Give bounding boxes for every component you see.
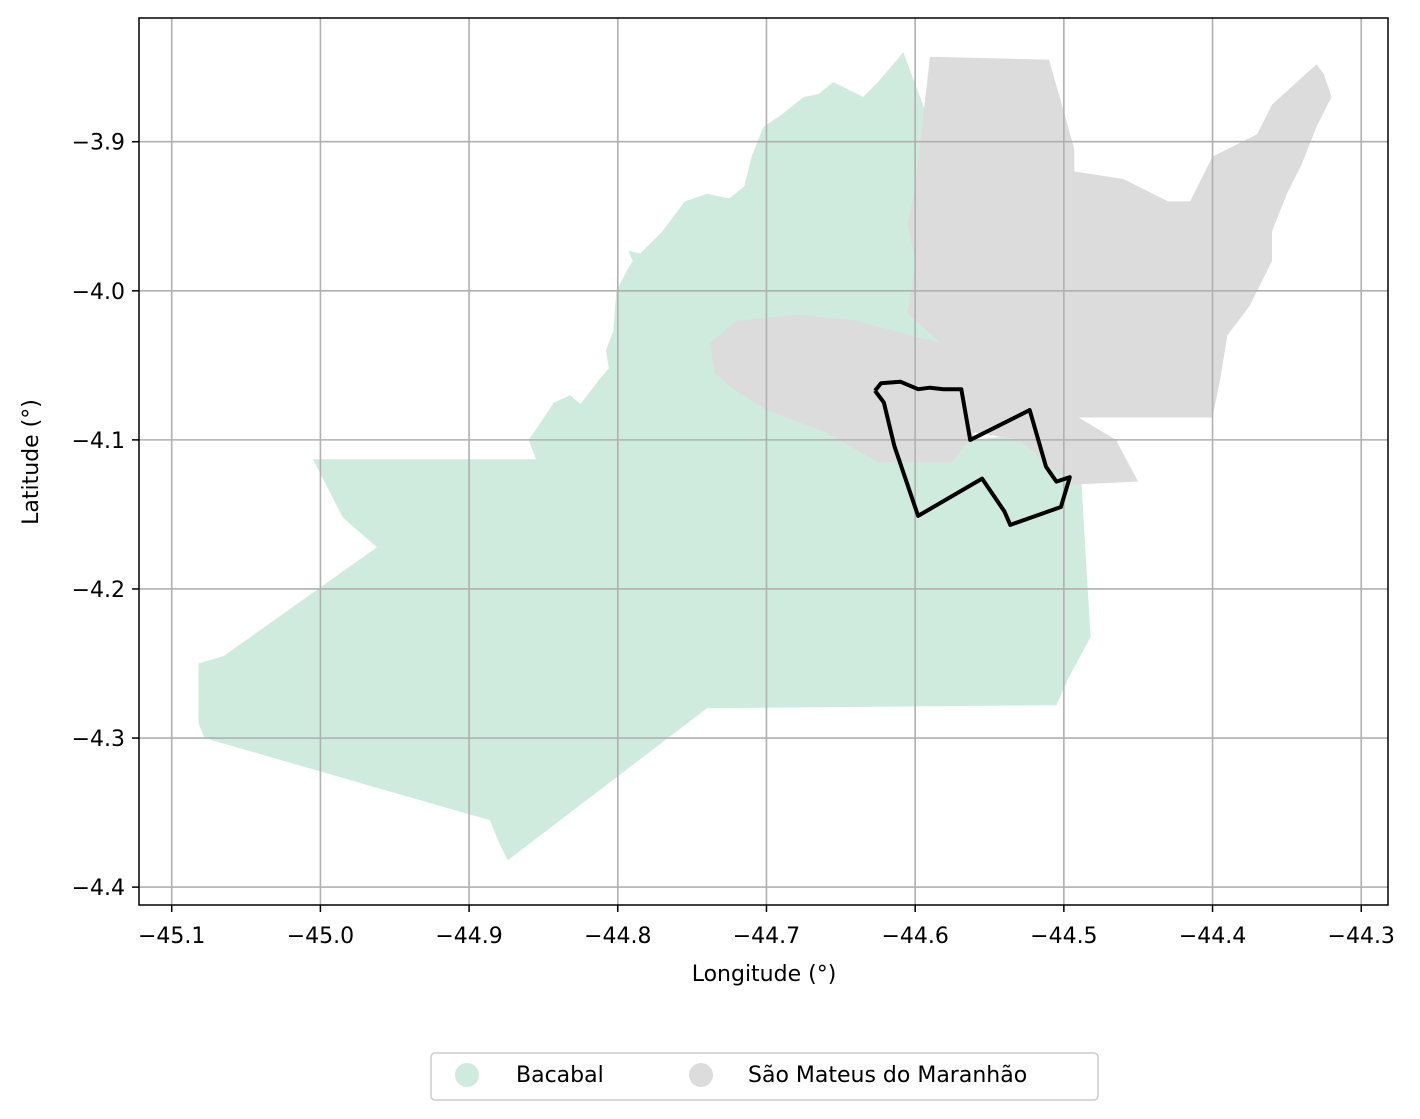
x-tick-label: −44.4 bbox=[1179, 924, 1246, 949]
x-tick-label: −45.0 bbox=[287, 924, 354, 949]
legend-label-bacabal: Bacabal bbox=[516, 1063, 604, 1088]
legend-swatch-sao-mateus bbox=[689, 1063, 713, 1087]
x-tick-label: −44.7 bbox=[733, 924, 800, 949]
y-tick-label: −3.9 bbox=[72, 131, 125, 156]
legend: Bacabal São Mateus do Maranhão bbox=[430, 1052, 1099, 1101]
x-tick-label: −44.9 bbox=[435, 924, 502, 949]
y-tick-label: −4.0 bbox=[72, 280, 125, 305]
outline-layer bbox=[873, 379, 1072, 527]
x-tick-label: −44.5 bbox=[1030, 924, 1097, 949]
region-bacabal bbox=[198, 52, 1091, 861]
legend-swatch-bacabal bbox=[455, 1063, 479, 1087]
y-tick-label: −4.2 bbox=[72, 578, 125, 603]
region-sao-mateus-do-maranhao bbox=[710, 56, 1332, 485]
y-tick-label: −4.3 bbox=[72, 727, 125, 752]
x-axis-label: Longitude (°) bbox=[692, 962, 837, 987]
y-axis-ticks: −3.9 −4.0 −4.1 −4.2 −4.3 −4.4 bbox=[72, 131, 139, 901]
y-tick-label: −4.1 bbox=[72, 429, 125, 454]
regions-layer bbox=[198, 52, 1332, 861]
boundary-outline bbox=[873, 379, 1072, 527]
legend-box bbox=[430, 1052, 1099, 1101]
y-tick-label: −4.4 bbox=[72, 876, 125, 901]
grid-layer bbox=[139, 18, 1388, 905]
x-tick-label: −44.3 bbox=[1328, 924, 1395, 949]
x-axis-ticks: −45.1 −45.0 −44.9 −44.8 −44.7 −44.6 −44.5 −44.4… bbox=[138, 905, 1395, 949]
y-axis-label: Latitude (°) bbox=[19, 399, 44, 525]
legend-label-sao-mateus: São Mateus do Maranhão bbox=[748, 1063, 1027, 1088]
plot-frame bbox=[138, 17, 1389, 906]
x-tick-label: −44.6 bbox=[881, 924, 948, 949]
x-tick-label: −44.8 bbox=[584, 924, 651, 949]
x-tick-label: −45.1 bbox=[138, 924, 205, 949]
